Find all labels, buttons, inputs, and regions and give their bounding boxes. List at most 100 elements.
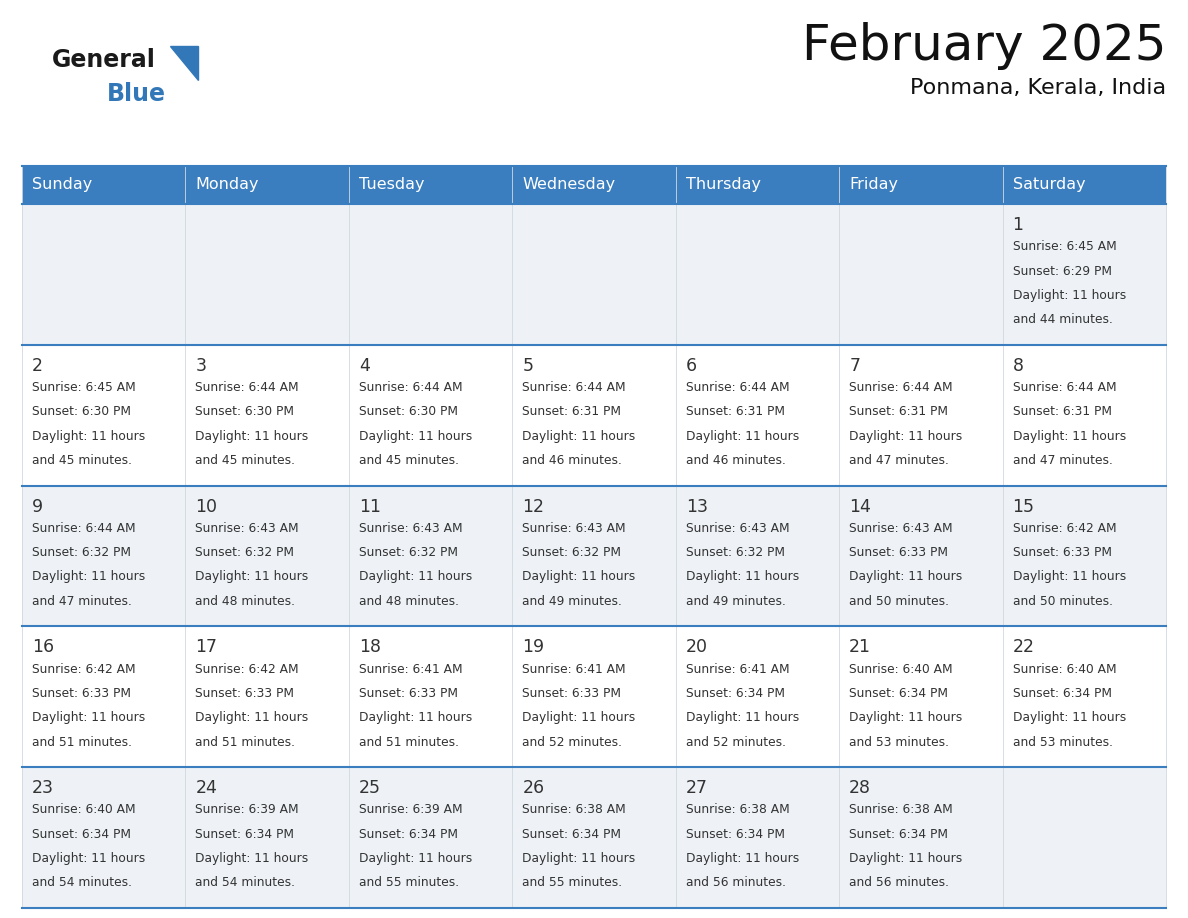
Polygon shape — [170, 46, 198, 80]
Text: Daylight: 11 hours: Daylight: 11 hours — [32, 852, 145, 865]
Text: Daylight: 11 hours: Daylight: 11 hours — [196, 430, 309, 442]
Text: Daylight: 11 hours: Daylight: 11 hours — [685, 711, 800, 724]
Text: 6: 6 — [685, 357, 697, 375]
Text: Sunrise: 6:38 AM: Sunrise: 6:38 AM — [849, 803, 953, 816]
Text: February 2025: February 2025 — [802, 22, 1165, 70]
Text: Sunset: 6:34 PM: Sunset: 6:34 PM — [196, 828, 295, 841]
Text: Sunrise: 6:42 AM: Sunrise: 6:42 AM — [196, 663, 299, 676]
Text: Daylight: 11 hours: Daylight: 11 hours — [1012, 711, 1126, 724]
Text: 18: 18 — [359, 638, 381, 656]
Text: Daylight: 11 hours: Daylight: 11 hours — [685, 570, 800, 584]
Text: Daylight: 11 hours: Daylight: 11 hours — [849, 430, 962, 442]
Text: Sunrise: 6:39 AM: Sunrise: 6:39 AM — [359, 803, 462, 816]
Text: 12: 12 — [523, 498, 544, 516]
Text: Daylight: 11 hours: Daylight: 11 hours — [523, 570, 636, 584]
Text: and 53 minutes.: and 53 minutes. — [1012, 735, 1113, 748]
Text: 25: 25 — [359, 779, 381, 797]
Text: and 45 minutes.: and 45 minutes. — [196, 453, 296, 467]
Text: Sunset: 6:32 PM: Sunset: 6:32 PM — [196, 546, 295, 559]
Text: Wednesday: Wednesday — [523, 177, 615, 193]
Text: 4: 4 — [359, 357, 369, 375]
Text: 14: 14 — [849, 498, 871, 516]
Text: 28: 28 — [849, 779, 871, 797]
Text: Sunrise: 6:44 AM: Sunrise: 6:44 AM — [1012, 381, 1117, 394]
Text: Sunrise: 6:41 AM: Sunrise: 6:41 AM — [685, 663, 789, 676]
Text: 23: 23 — [32, 779, 53, 797]
Text: and 49 minutes.: and 49 minutes. — [685, 595, 785, 608]
Text: and 56 minutes.: and 56 minutes. — [849, 877, 949, 890]
Text: and 44 minutes.: and 44 minutes. — [1012, 313, 1112, 326]
Text: 2: 2 — [32, 357, 43, 375]
Text: Friday: Friday — [849, 177, 898, 193]
Bar — [23, 166, 1165, 204]
Text: Sunrise: 6:44 AM: Sunrise: 6:44 AM — [196, 381, 299, 394]
Text: 24: 24 — [196, 779, 217, 797]
Bar — [23, 626, 1165, 767]
Text: Sunrise: 6:38 AM: Sunrise: 6:38 AM — [685, 803, 790, 816]
Text: and 50 minutes.: and 50 minutes. — [849, 595, 949, 608]
Text: and 48 minutes.: and 48 minutes. — [359, 595, 459, 608]
Text: 8: 8 — [1012, 357, 1024, 375]
Text: and 52 minutes.: and 52 minutes. — [523, 735, 623, 748]
Text: Ponmana, Kerala, India: Ponmana, Kerala, India — [910, 78, 1165, 98]
Text: and 53 minutes.: and 53 minutes. — [849, 735, 949, 748]
Text: Sunrise: 6:44 AM: Sunrise: 6:44 AM — [359, 381, 462, 394]
Text: Sunset: 6:30 PM: Sunset: 6:30 PM — [196, 406, 295, 419]
Text: Sunrise: 6:43 AM: Sunrise: 6:43 AM — [359, 521, 462, 535]
Text: and 45 minutes.: and 45 minutes. — [32, 453, 132, 467]
Text: Blue: Blue — [107, 82, 166, 106]
Text: and 54 minutes.: and 54 minutes. — [32, 877, 132, 890]
Bar — [23, 486, 1165, 626]
Text: and 51 minutes.: and 51 minutes. — [196, 735, 296, 748]
Text: Daylight: 11 hours: Daylight: 11 hours — [32, 570, 145, 584]
Text: Sunrise: 6:44 AM: Sunrise: 6:44 AM — [32, 521, 135, 535]
Text: Daylight: 11 hours: Daylight: 11 hours — [523, 852, 636, 865]
Text: Sunrise: 6:45 AM: Sunrise: 6:45 AM — [32, 381, 135, 394]
Text: Daylight: 11 hours: Daylight: 11 hours — [849, 711, 962, 724]
Text: Daylight: 11 hours: Daylight: 11 hours — [196, 711, 309, 724]
Text: Sunrise: 6:41 AM: Sunrise: 6:41 AM — [359, 663, 462, 676]
Text: Sunset: 6:34 PM: Sunset: 6:34 PM — [1012, 687, 1112, 700]
Text: General: General — [52, 48, 156, 72]
Text: and 49 minutes.: and 49 minutes. — [523, 595, 623, 608]
Text: Sunrise: 6:43 AM: Sunrise: 6:43 AM — [849, 521, 953, 535]
Bar — [23, 767, 1165, 908]
Text: Sunset: 6:31 PM: Sunset: 6:31 PM — [1012, 406, 1112, 419]
Text: Sunrise: 6:44 AM: Sunrise: 6:44 AM — [685, 381, 789, 394]
Text: Sunrise: 6:42 AM: Sunrise: 6:42 AM — [32, 663, 135, 676]
Text: Sunset: 6:32 PM: Sunset: 6:32 PM — [359, 546, 457, 559]
Text: Sunrise: 6:43 AM: Sunrise: 6:43 AM — [523, 521, 626, 535]
Text: Sunrise: 6:43 AM: Sunrise: 6:43 AM — [685, 521, 789, 535]
Text: Daylight: 11 hours: Daylight: 11 hours — [849, 852, 962, 865]
Text: Sunset: 6:34 PM: Sunset: 6:34 PM — [849, 828, 948, 841]
Text: Sunset: 6:32 PM: Sunset: 6:32 PM — [685, 546, 785, 559]
Text: Sunset: 6:34 PM: Sunset: 6:34 PM — [32, 828, 131, 841]
Text: and 48 minutes.: and 48 minutes. — [196, 595, 296, 608]
Text: and 55 minutes.: and 55 minutes. — [359, 877, 459, 890]
Text: 21: 21 — [849, 638, 871, 656]
Text: Sunset: 6:31 PM: Sunset: 6:31 PM — [523, 406, 621, 419]
Text: 9: 9 — [32, 498, 43, 516]
Text: and 47 minutes.: and 47 minutes. — [32, 595, 132, 608]
Text: and 54 minutes.: and 54 minutes. — [196, 877, 296, 890]
Text: Sunrise: 6:44 AM: Sunrise: 6:44 AM — [523, 381, 626, 394]
Text: 15: 15 — [1012, 498, 1035, 516]
Text: Sunrise: 6:45 AM: Sunrise: 6:45 AM — [1012, 241, 1117, 253]
Text: and 51 minutes.: and 51 minutes. — [359, 735, 459, 748]
Text: Sunrise: 6:44 AM: Sunrise: 6:44 AM — [849, 381, 953, 394]
Text: Sunset: 6:34 PM: Sunset: 6:34 PM — [685, 687, 785, 700]
Text: and 47 minutes.: and 47 minutes. — [849, 453, 949, 467]
Text: 3: 3 — [196, 357, 207, 375]
Text: and 50 minutes.: and 50 minutes. — [1012, 595, 1113, 608]
Text: Sunrise: 6:40 AM: Sunrise: 6:40 AM — [1012, 663, 1117, 676]
Text: and 46 minutes.: and 46 minutes. — [685, 453, 785, 467]
Text: Daylight: 11 hours: Daylight: 11 hours — [359, 430, 472, 442]
Text: Daylight: 11 hours: Daylight: 11 hours — [359, 570, 472, 584]
Text: Sunset: 6:33 PM: Sunset: 6:33 PM — [359, 687, 457, 700]
Text: and 51 minutes.: and 51 minutes. — [32, 735, 132, 748]
Text: Sunset: 6:33 PM: Sunset: 6:33 PM — [196, 687, 295, 700]
Text: Daylight: 11 hours: Daylight: 11 hours — [523, 430, 636, 442]
Text: Sunrise: 6:40 AM: Sunrise: 6:40 AM — [849, 663, 953, 676]
Text: Sunday: Sunday — [32, 177, 93, 193]
Text: Sunrise: 6:39 AM: Sunrise: 6:39 AM — [196, 803, 299, 816]
